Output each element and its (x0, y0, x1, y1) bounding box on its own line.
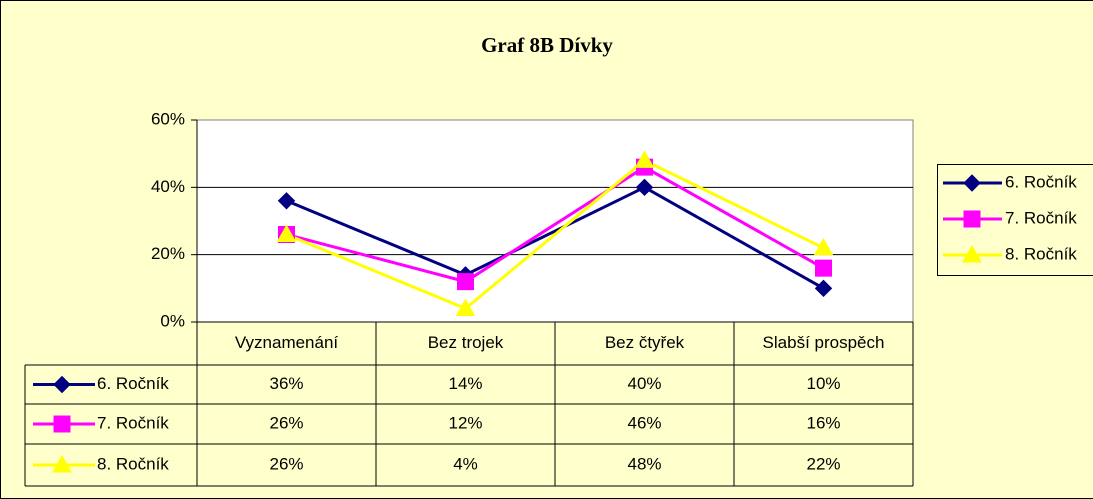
legend-label: 8. Ročník (1005, 244, 1077, 263)
category-label: Bez čtyřek (605, 333, 685, 352)
table-value: 48% (627, 454, 661, 473)
table-value: 22% (806, 454, 840, 473)
table-key-marker (53, 415, 71, 433)
y-tick-label: 40% (151, 177, 185, 196)
table-value: 14% (448, 374, 482, 393)
chart-title: Graf 8B Dívky (481, 33, 613, 57)
series-line (285, 158, 825, 311)
table-series-name: 7. Ročník (97, 413, 169, 432)
table-value: 4% (453, 454, 478, 473)
y-tick-label: 60% (151, 109, 185, 128)
data-point (457, 273, 474, 291)
data-point (813, 237, 834, 256)
category-label: Bez trojek (428, 333, 504, 352)
plot-area (196, 119, 914, 323)
series-line (286, 165, 825, 284)
table-key-marker (52, 454, 72, 473)
table-value: 36% (269, 374, 303, 393)
series-line (285, 185, 825, 290)
data-point (635, 178, 654, 197)
table-value: 16% (806, 413, 840, 432)
data-point (815, 259, 832, 277)
table-series-name: 6. Ročník (97, 374, 169, 393)
y-tick-label: 20% (151, 244, 185, 263)
legend-key-marker (962, 244, 982, 263)
category-label: Slabší prospěch (763, 333, 885, 352)
category-label: Vyznamenání (235, 333, 339, 352)
y-tick-label: 0% (160, 311, 185, 330)
legend-label: 7. Ročník (1005, 208, 1077, 227)
data-point (277, 192, 296, 210)
data-point (276, 224, 297, 242)
legend-key-marker (963, 210, 981, 228)
data-point (455, 298, 476, 317)
table-series-name: 8. Ročník (97, 454, 169, 473)
data-point (814, 279, 833, 298)
table-value: 26% (269, 413, 303, 432)
table-value: 12% (448, 413, 482, 432)
table-value: 10% (806, 374, 840, 393)
table-value: 26% (269, 454, 303, 473)
data-point (634, 150, 655, 168)
table-value: 46% (627, 413, 661, 432)
legend-label: 6. Ročník (1005, 172, 1077, 191)
legend-key-marker (963, 174, 981, 192)
table-value: 40% (627, 374, 661, 393)
table-key-marker (53, 375, 71, 394)
